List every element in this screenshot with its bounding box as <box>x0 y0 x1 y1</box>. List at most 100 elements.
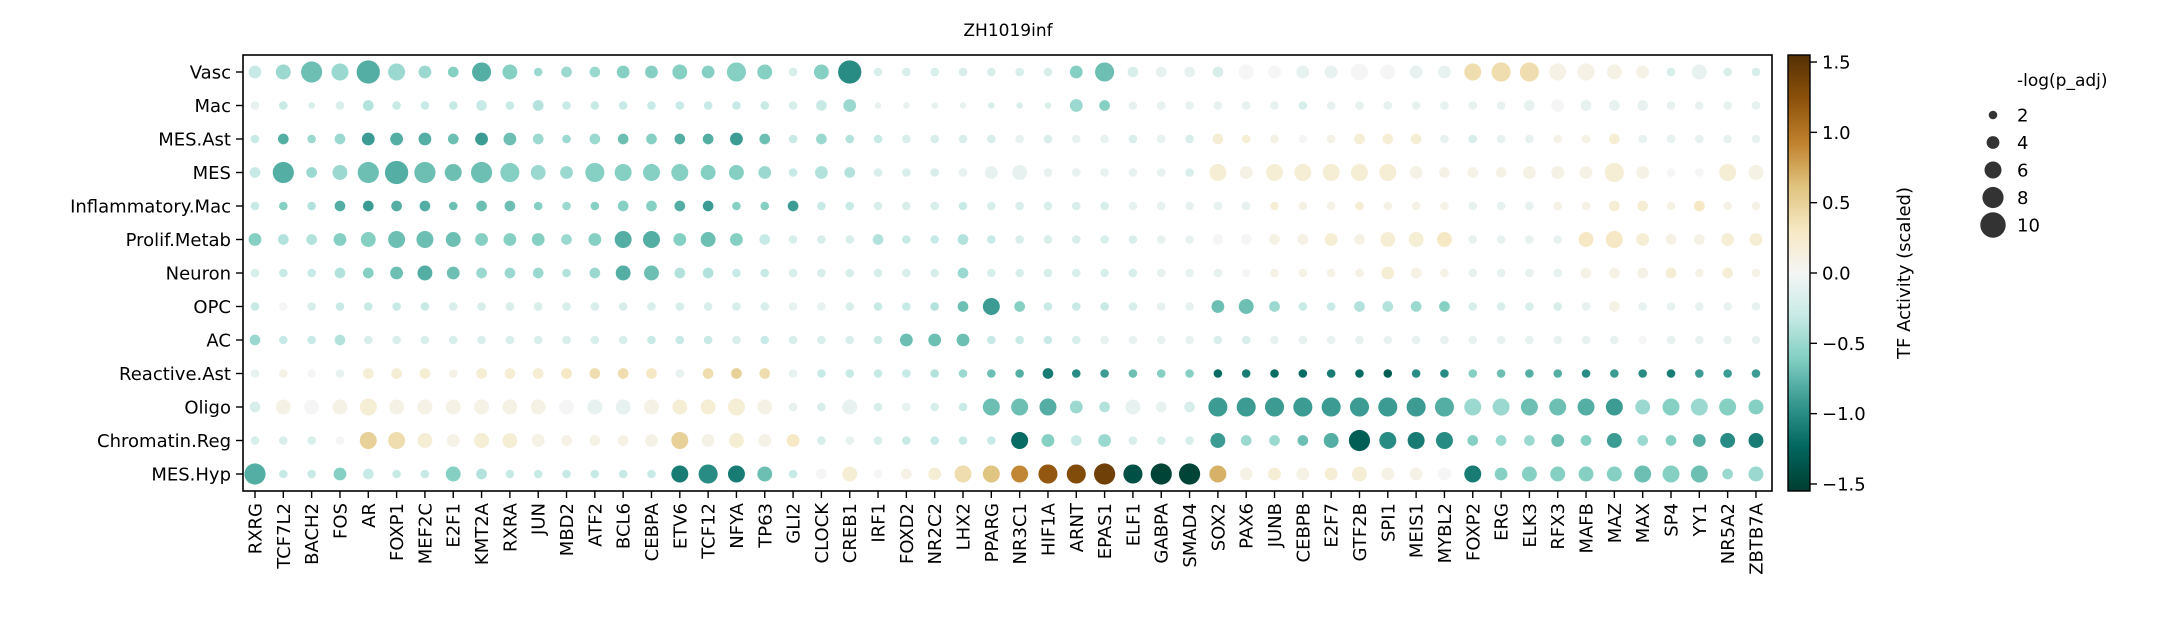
dot-MES-KMT2A <box>470 161 493 184</box>
dot-Neuron-KMT2A <box>476 267 487 279</box>
size-legend-label: 10 <box>2017 216 2040 237</box>
dot-OPC-MAX <box>1638 302 1647 311</box>
size-legend: -log(p_adj) 2 4 6 8 10 <box>1980 71 2108 238</box>
x-tick-label: JUN <box>529 503 550 536</box>
dot-Reactive.Ast-ETV6 <box>675 369 685 378</box>
dot-Chromatin.Reg-FOXP2 <box>1467 435 1479 446</box>
dot-Reactive.Ast-PAX6 <box>1241 369 1251 378</box>
x-tick-label: FOXP2 <box>1463 503 1484 561</box>
dot-Mac-ETV6 <box>675 101 685 110</box>
dot-Neuron-AR <box>362 267 374 279</box>
dot-MES.Ast-ATF2 <box>589 133 601 145</box>
dot-Chromatin.Reg-MAZ <box>1606 433 1622 448</box>
dot-Vasc-SMAD4 <box>1184 66 1195 78</box>
dot-Vasc-TCF7L2 <box>275 64 291 80</box>
dot-Prolif.Metab-RXRG <box>248 233 262 246</box>
dot-MES-JUNB <box>1266 164 1284 181</box>
dot-Inflammatory.Mac-ARNT <box>1071 201 1081 211</box>
dot-Vasc-ELF1 <box>1127 66 1139 78</box>
colorbar-gradient <box>1788 55 1810 491</box>
dot-AC-BACH2 <box>307 335 316 345</box>
dot-MES-TP63 <box>758 166 772 179</box>
dot-Oligo-AR <box>359 398 377 416</box>
dot-Mac-MYBL2 <box>1440 101 1449 110</box>
dot-Neuron-MBD2 <box>562 268 571 278</box>
dot-MES.Hyp-NR2C2 <box>928 467 942 481</box>
dot-OPC-PAX6 <box>1238 299 1254 314</box>
dot-AC-SP4 <box>1666 335 1676 345</box>
dot-MES.Hyp-GABPA <box>1150 463 1172 485</box>
dot-Vasc-RFX3 <box>1549 63 1567 81</box>
dot-MES.Ast-LHX2 <box>958 134 968 144</box>
dot-Oligo-FOXD2 <box>902 402 911 412</box>
dot-Reactive.Ast-NR3C1 <box>1015 369 1024 378</box>
dot-Inflammatory.Mac-HIF1A <box>1043 201 1053 211</box>
dot-Oligo-CLOCK <box>817 402 826 412</box>
dot-Inflammatory.Mac-LHX2 <box>958 201 968 211</box>
dot-Reactive.Ast-E2F1 <box>448 369 458 378</box>
x-tick-label: MAFB <box>1577 503 1598 554</box>
dot-Neuron-SMAD4 <box>1185 268 1194 278</box>
dot-Oligo-IRF1 <box>873 402 883 412</box>
dot-Chromatin.Reg-MAFB <box>1580 435 1592 446</box>
dot-OPC-FOXP2 <box>1468 302 1478 311</box>
dot-Prolif.Metab-CEBPA <box>642 231 660 248</box>
dot-OPC-GTF2B <box>1354 301 1365 312</box>
dot-Reactive.Ast-JUNB <box>1270 369 1279 378</box>
dot-MES-BCL6 <box>614 164 632 181</box>
dot-AC-KMT2A <box>477 335 486 345</box>
dot-MES.Ast-FOXP1 <box>390 132 403 146</box>
dot-MES.Ast-ERG <box>1496 134 1506 144</box>
dot-MES-FOS <box>332 165 348 180</box>
dot-MES.Hyp-AR <box>362 468 374 480</box>
dot-Vasc-CLOCK <box>813 64 829 80</box>
y-axis: Vasc Mac MES.Ast MES Inflammatory.Mac Prolif.… <box>70 63 243 486</box>
dot-OPC-GLI2 <box>788 302 798 311</box>
dot-Chromatin.Reg-E2F7 <box>1323 433 1339 448</box>
dot-MES.Ast-SMAD4 <box>1185 134 1194 144</box>
dot-OPC-FOS <box>335 302 345 311</box>
dot-OPC-MAZ <box>1609 301 1620 312</box>
dot-Reactive.Ast-CREB1 <box>845 369 855 378</box>
dot-Neuron-MYBL2 <box>1440 268 1449 278</box>
dot-Prolif.Metab-JUN <box>531 233 545 246</box>
dot-Prolif.Metab-PAX6 <box>1240 234 1252 245</box>
dot-Mac-GTF2B <box>1355 101 1364 110</box>
x-tick-label: TP63 <box>755 503 776 549</box>
x-tick-label: GLI2 <box>784 503 805 544</box>
dot-Prolif.Metab-ETV6 <box>673 233 687 246</box>
dot-Prolif.Metab-TP63 <box>759 234 771 245</box>
dot-MES.Ast-FOS <box>334 133 346 145</box>
dot-Vasc-IRF1 <box>873 67 883 77</box>
dot-Mac-BCL6 <box>618 101 628 110</box>
dot-Chromatin.Reg-MEF2C <box>417 433 433 448</box>
x-tick-label: ZBTB7A <box>1746 502 1767 574</box>
dot-Oligo-JUN <box>530 399 546 415</box>
dot-MES-BACH2 <box>306 167 317 178</box>
dot-AC-AR <box>363 335 373 345</box>
dot-MES.Hyp-ETV6 <box>671 465 689 483</box>
dot-Inflammatory.Mac-GLI2 <box>787 200 799 212</box>
dot-Oligo-MEF2C <box>417 399 433 415</box>
dot-Neuron-TP63 <box>760 268 770 278</box>
dot-Mac-MEIS1 <box>1411 101 1421 110</box>
dot-Oligo-MBD2 <box>559 399 574 415</box>
dot-MES.Hyp-MEF2C <box>420 469 430 479</box>
dot-Prolif.Metab-NR3C1 <box>1015 235 1024 244</box>
dot-Chromatin.Reg-IRF1 <box>873 436 883 445</box>
dot-MES.Ast-MEF2C <box>418 132 432 146</box>
y-tick-label: Reactive.Ast <box>119 364 231 385</box>
dot-Mac-YY1 <box>1695 101 1704 110</box>
y-tick-label: Chromatin.Reg <box>97 431 231 452</box>
dot-Reactive.Ast-FOS <box>335 369 345 378</box>
dot-Vasc-NR5A2 <box>1723 67 1732 77</box>
chart-title: ZH1019inf <box>963 21 1053 41</box>
dot-Oligo-ELF1 <box>1125 399 1141 415</box>
dot-Oligo-KMT2A <box>474 399 490 415</box>
dot-Prolif.Metab-LHX2 <box>957 234 969 245</box>
dot-MES.Ast-NFYA <box>730 132 743 146</box>
dot-Chromatin.Reg-MEIS1 <box>1407 432 1425 449</box>
dot-AC-FOXD2 <box>899 333 913 347</box>
dot-Chromatin.Reg-SP4 <box>1665 435 1677 446</box>
x-tick-label: NR5A2 <box>1718 503 1739 564</box>
